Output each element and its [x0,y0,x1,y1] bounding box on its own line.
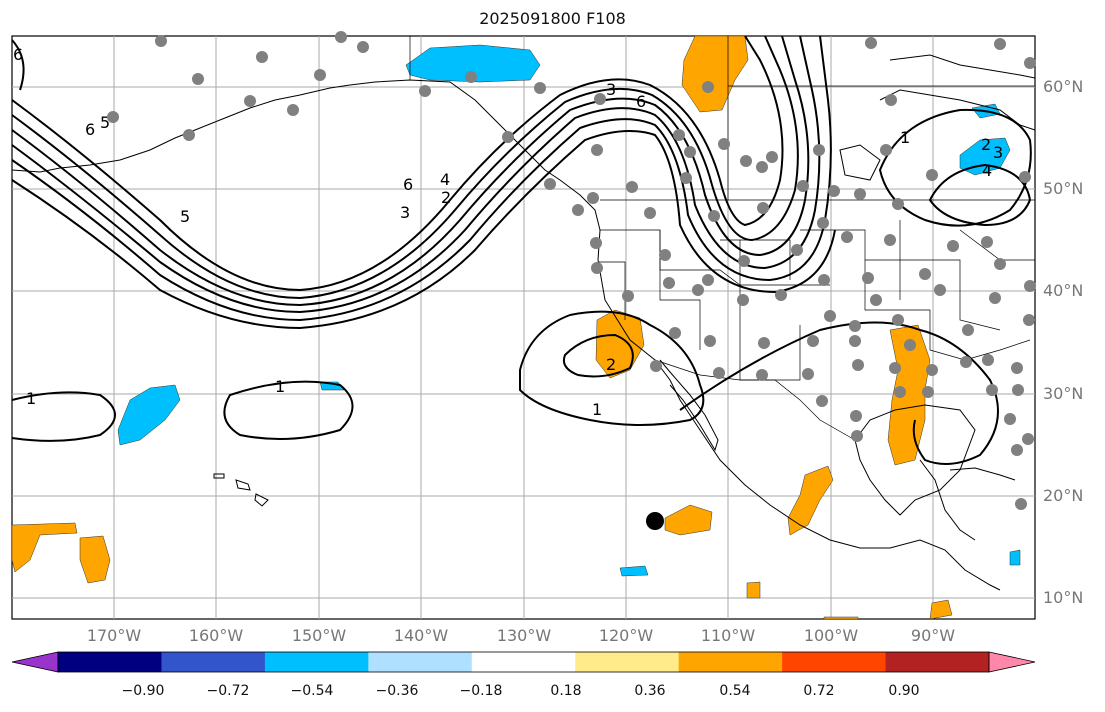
lon-label: 130°W [496,626,552,645]
lon-label: 120°W [598,626,654,645]
colorbar-tick: 0.90 [888,683,920,699]
colorbar-tick: 0.54 [719,683,751,699]
contour-label: 1 [275,377,285,396]
negative-shading [117,44,1021,577]
colorbar-segment [264,652,369,672]
storm-center-marker [646,512,664,530]
political-borders [409,36,1035,441]
colorbar-segment [575,652,680,672]
contour-label: 6 [85,120,95,139]
colorbar-tick: 0.36 [634,683,666,699]
lon-label: 160°W [188,626,244,645]
contour-label: 5 [100,113,110,132]
contour-label: 4 [440,170,450,189]
colorbar-tick: 0.72 [803,683,835,699]
colorbar-tick: −0.90 [121,683,165,699]
lat-label: 60°N [1043,77,1084,96]
contour-label: 2 [981,135,991,154]
station-dots [107,31,1036,510]
contour-label: 1 [900,128,910,147]
contour-label: 1 [26,389,36,408]
colorbar-tick: 0.18 [550,683,582,699]
chart-title: 2025091800 F108 [479,9,626,28]
contour-label: 5 [180,207,190,226]
contour-label: 6 [403,175,413,194]
contour-label: 6 [13,45,23,64]
colorbar-segment [885,652,990,672]
contour-label: 2 [441,188,451,207]
colorbar-arrow-left [11,651,59,673]
lat-label: 50°N [1043,179,1084,198]
lon-label: 170°W [86,626,142,645]
lat-label: 30°N [1043,384,1084,403]
contour-label: 4 [982,161,992,180]
colorbar-tick: −0.54 [290,683,334,699]
colorbar-segment [782,652,887,672]
colorbar-segment [58,652,162,672]
colorbar-segment [471,652,576,672]
colorbar-tick: −0.72 [206,683,250,699]
lon-label: 90°W [910,626,956,645]
lat-label: 10°N [1043,588,1084,607]
lat-label: 40°N [1043,281,1084,300]
colorbar-segment [161,652,266,672]
colorbar-outline [57,651,990,673]
colorbar [11,651,1036,673]
contour-label: 2 [606,355,616,374]
colorbar-segment [368,652,473,672]
contour-lines [11,35,1032,465]
contour-label-group: 6 6 5 6 4 3 2 5 6 3 1 1 2 3 4 1 2 1 1 [13,45,1003,419]
lon-label: 110°W [700,626,756,645]
contour-label: 3 [400,203,410,222]
contour-label: 1 [592,400,602,419]
lon-label: 140°W [393,626,449,645]
coastlines [11,54,1036,591]
positive-shading [11,35,953,620]
contour-label: 6 [636,92,646,111]
contour-label: 3 [606,80,616,99]
contour-label: 3 [993,143,1003,162]
colorbar-arrow-right [988,651,1036,673]
colorbar-segment [678,652,783,672]
colorbar-tick: −0.36 [375,683,419,699]
lon-label: 150°W [291,626,347,645]
colorbar-tick: −0.18 [459,683,503,699]
lat-label: 20°N [1043,486,1084,505]
lon-label: 100°W [803,626,859,645]
